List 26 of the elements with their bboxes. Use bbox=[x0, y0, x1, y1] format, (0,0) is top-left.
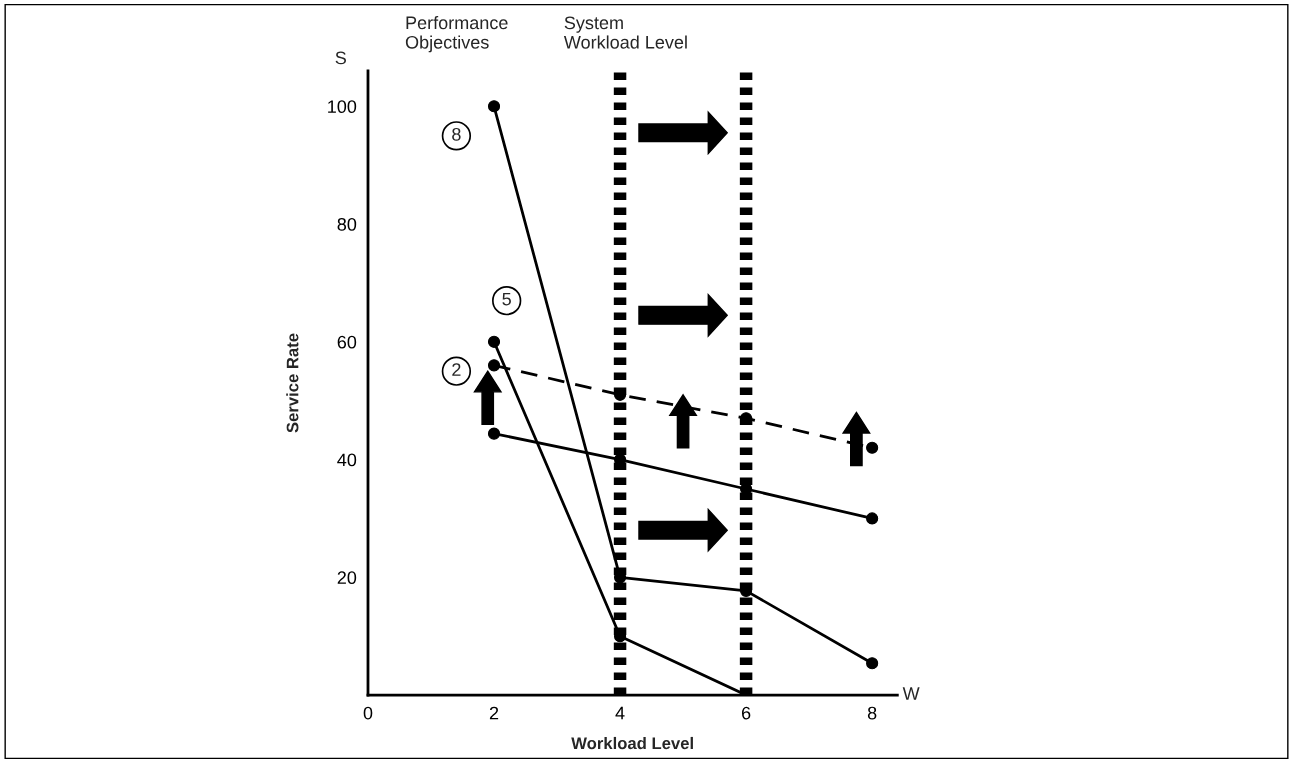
point bbox=[487, 100, 501, 113]
text: System Workload Level bbox=[563, 16, 687, 49]
y-tick-label: 100 bbox=[328, 100, 357, 114]
y-tick-label: 20 bbox=[337, 571, 357, 585]
point bbox=[866, 657, 879, 670]
annotation: 2 bbox=[452, 363, 461, 376]
text: S bbox=[335, 51, 346, 65]
x-tick-label: 8 bbox=[867, 706, 877, 720]
point bbox=[487, 359, 501, 372]
x-tick-label: 0 bbox=[363, 706, 373, 720]
x-tick-label: 4 bbox=[615, 706, 625, 720]
annotation: 8 bbox=[452, 127, 461, 141]
point bbox=[487, 335, 501, 348]
x-tick-label: 6 bbox=[741, 706, 751, 720]
point bbox=[866, 512, 879, 525]
y-tick-label: 60 bbox=[337, 335, 357, 349]
y-axis-title: Service Rate bbox=[286, 333, 299, 433]
point bbox=[866, 441, 879, 454]
text: W bbox=[902, 687, 920, 700]
y-tick-label: 40 bbox=[337, 453, 357, 467]
x-axis-title: Workload Level bbox=[571, 736, 693, 750]
annotation: 5 bbox=[502, 292, 511, 306]
y-tick-label: 80 bbox=[337, 217, 357, 231]
point bbox=[487, 427, 501, 440]
text: Performance Objectives bbox=[405, 15, 508, 53]
x-tick-label: 2 bbox=[489, 706, 499, 720]
